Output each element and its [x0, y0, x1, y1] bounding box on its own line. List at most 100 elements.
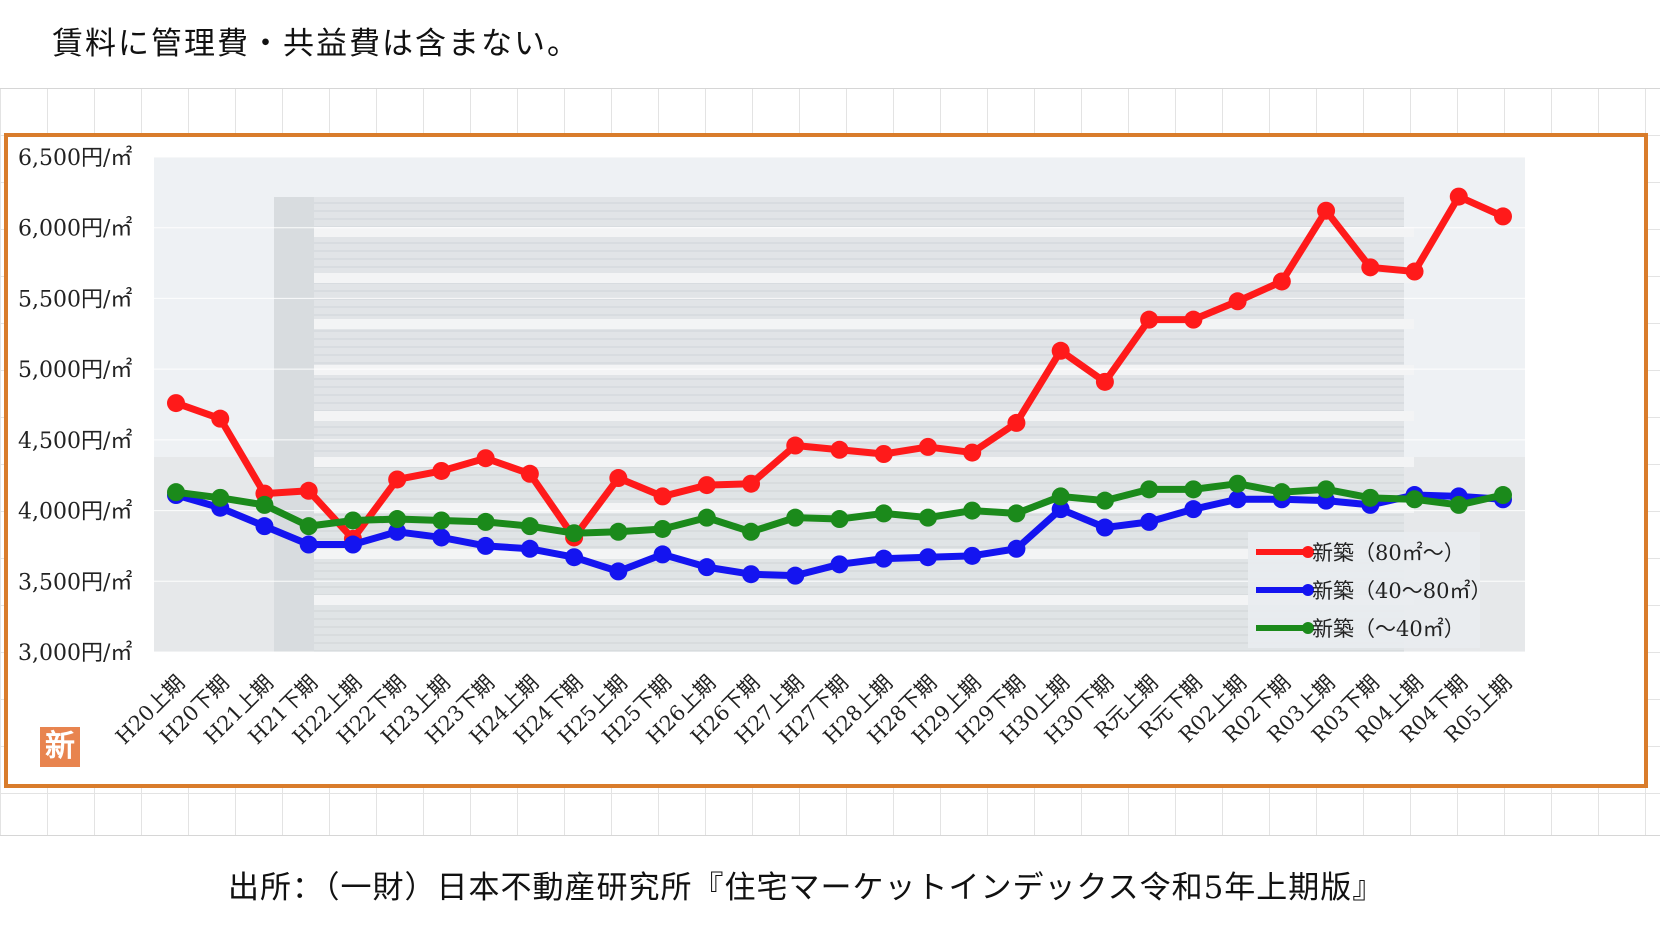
data-point — [388, 470, 407, 489]
photo-building-edge — [274, 197, 314, 652]
data-point — [963, 546, 982, 565]
data-point — [609, 522, 628, 541]
data-point — [830, 510, 849, 529]
data-point — [1405, 262, 1424, 281]
data-point — [1405, 490, 1424, 509]
data-point — [1228, 490, 1247, 509]
series-0 — [167, 187, 1512, 548]
data-point — [1051, 500, 1070, 519]
data-point — [1228, 292, 1247, 311]
y-tick-label: 5,500円/㎡ — [18, 286, 132, 312]
legend-label: 新築（～40㎡） — [1312, 617, 1465, 641]
data-point — [1228, 474, 1247, 493]
legend-swatch-marker — [1302, 584, 1314, 596]
data-point — [918, 508, 937, 527]
data-point — [565, 524, 584, 543]
data-point — [432, 528, 451, 547]
y-tick-label: 4,000円/㎡ — [18, 499, 132, 525]
data-point — [874, 549, 893, 568]
data-point — [1007, 539, 1026, 558]
photo-balcony — [294, 457, 1414, 467]
data-point — [167, 483, 185, 502]
data-point — [963, 501, 982, 520]
data-point — [476, 512, 495, 531]
data-point — [742, 565, 761, 584]
data-point — [520, 539, 539, 558]
data-point — [388, 522, 407, 541]
data-point — [786, 566, 805, 585]
data-point — [388, 510, 407, 529]
data-point — [1095, 518, 1114, 537]
data-point — [299, 481, 318, 500]
data-point — [211, 409, 230, 428]
data-point — [742, 474, 761, 493]
data-point — [343, 535, 362, 554]
data-point — [1140, 480, 1159, 499]
photo-balcony — [294, 549, 1414, 559]
data-point — [1272, 483, 1291, 502]
data-point — [167, 394, 185, 413]
photo-building — [304, 197, 1404, 652]
photo-balcony — [294, 595, 1414, 605]
chart-frame: 3,000円/㎡ 3,500円/㎡ 4,000円/㎡ 4,500円/㎡ 5,000円/㎡… — [4, 133, 1648, 788]
data-point — [1449, 495, 1468, 514]
data-point — [565, 548, 584, 567]
series-2 — [167, 474, 1512, 543]
y-tick-label: 3,000円/㎡ — [18, 640, 132, 666]
data-point — [432, 461, 451, 480]
data-point — [874, 445, 893, 463]
rent-note: 賃料に管理費・共益費は含まない。 — [52, 26, 580, 62]
data-point — [520, 517, 539, 536]
data-point — [963, 443, 982, 462]
data-point — [1184, 500, 1203, 519]
data-point — [1184, 310, 1203, 329]
legend-swatch-marker — [1302, 546, 1314, 558]
data-point — [1361, 488, 1380, 507]
data-point — [830, 440, 849, 459]
data-point — [1095, 372, 1114, 391]
y-tick-label: 4,500円/㎡ — [18, 428, 132, 454]
y-tick-label: 5,000円/㎡ — [18, 357, 132, 383]
photo-balcony — [294, 227, 1414, 237]
data-point — [299, 535, 318, 554]
legend-label: 新築（80㎡～） — [1312, 541, 1465, 565]
data-point — [609, 562, 628, 581]
data-point — [1140, 310, 1159, 329]
data-point — [918, 548, 937, 567]
y-tick-label: 3,500円/㎡ — [18, 569, 132, 595]
data-point — [432, 511, 451, 530]
data-point — [1140, 512, 1159, 531]
data-point — [742, 522, 761, 541]
data-point — [1051, 341, 1070, 360]
data-point — [476, 449, 495, 468]
data-point — [1095, 491, 1114, 510]
data-point — [653, 519, 672, 538]
data-point — [1007, 413, 1026, 432]
data-point — [918, 437, 937, 456]
data-point — [520, 464, 539, 483]
new-construction-badge: 新 — [40, 727, 80, 767]
data-point — [874, 504, 893, 523]
data-point — [786, 508, 805, 527]
data-point — [786, 436, 805, 455]
photo-balcony — [294, 365, 1414, 375]
data-point — [830, 555, 849, 574]
rent-line-chart: 3,000円/㎡ 3,500円/㎡ 4,000円/㎡ 4,500円/㎡ 5,000円/㎡… — [18, 145, 1525, 749]
photo-balcony — [294, 411, 1414, 421]
photo-balcony — [294, 273, 1414, 283]
legend-label: 新築（40～80㎡） — [1312, 579, 1491, 603]
data-point — [653, 545, 672, 564]
legend-swatch-marker — [1302, 622, 1314, 634]
data-point — [1361, 258, 1380, 277]
data-point — [1449, 187, 1468, 206]
header-band — [0, 0, 1660, 89]
photo-balcony — [294, 503, 1414, 513]
data-point — [1494, 207, 1512, 226]
data-point — [653, 487, 672, 506]
chart-legend: 新築（80㎡～） 新築（40～80㎡） 新築（～40㎡） — [1248, 532, 1491, 648]
data-point — [343, 511, 362, 530]
photo-balcony — [294, 319, 1414, 329]
data-point — [697, 476, 716, 495]
footer-band — [0, 835, 1660, 928]
data-point — [1317, 201, 1336, 220]
